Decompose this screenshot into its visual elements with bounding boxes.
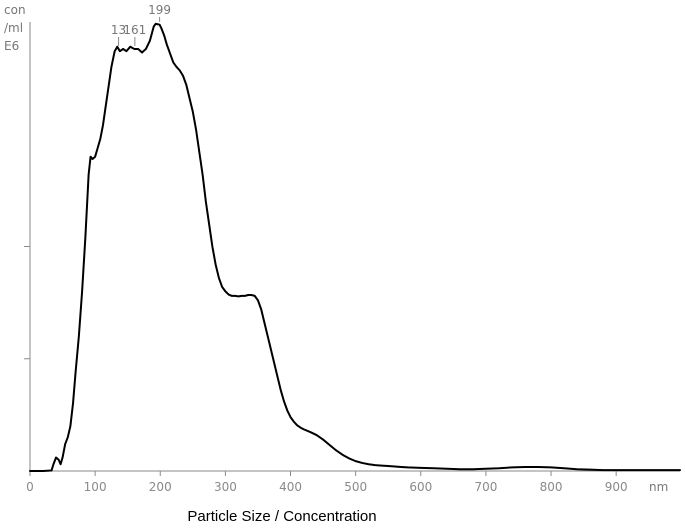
x-tick-label: 900 [605, 480, 628, 494]
peak-label: 13 [111, 23, 126, 37]
x-tick-label: 700 [474, 480, 497, 494]
y-axis-unit-label: con /ml E6 [4, 3, 26, 53]
x-tick-label: 400 [279, 480, 302, 494]
x-axis-unit-label: nm [649, 480, 668, 494]
x-tick-labels: 0 100 200 300 400 500 600 700 800 900 [26, 480, 627, 494]
x-tick-label: 0 [26, 480, 34, 494]
tick-marks [24, 246, 617, 476]
series-group [29, 22, 681, 472]
peak-label: 161 [123, 23, 146, 37]
y-unit-line-3: E6 [4, 39, 19, 53]
x-tick-label: 600 [409, 480, 432, 494]
size-distribution-line [29, 22, 681, 472]
y-unit-line-2: /ml [4, 21, 23, 35]
x-tick-label: 100 [84, 480, 107, 494]
x-tick-label: 800 [540, 480, 563, 494]
axes [29, 22, 680, 472]
x-tick-label: 200 [149, 480, 172, 494]
x-tick-label: 300 [214, 480, 237, 494]
x-tick-label: 500 [344, 480, 367, 494]
y-unit-line-1: con [4, 3, 26, 17]
chart-title: Particle Size / Concentration [187, 508, 376, 525]
peak-label: 199 [148, 3, 171, 17]
